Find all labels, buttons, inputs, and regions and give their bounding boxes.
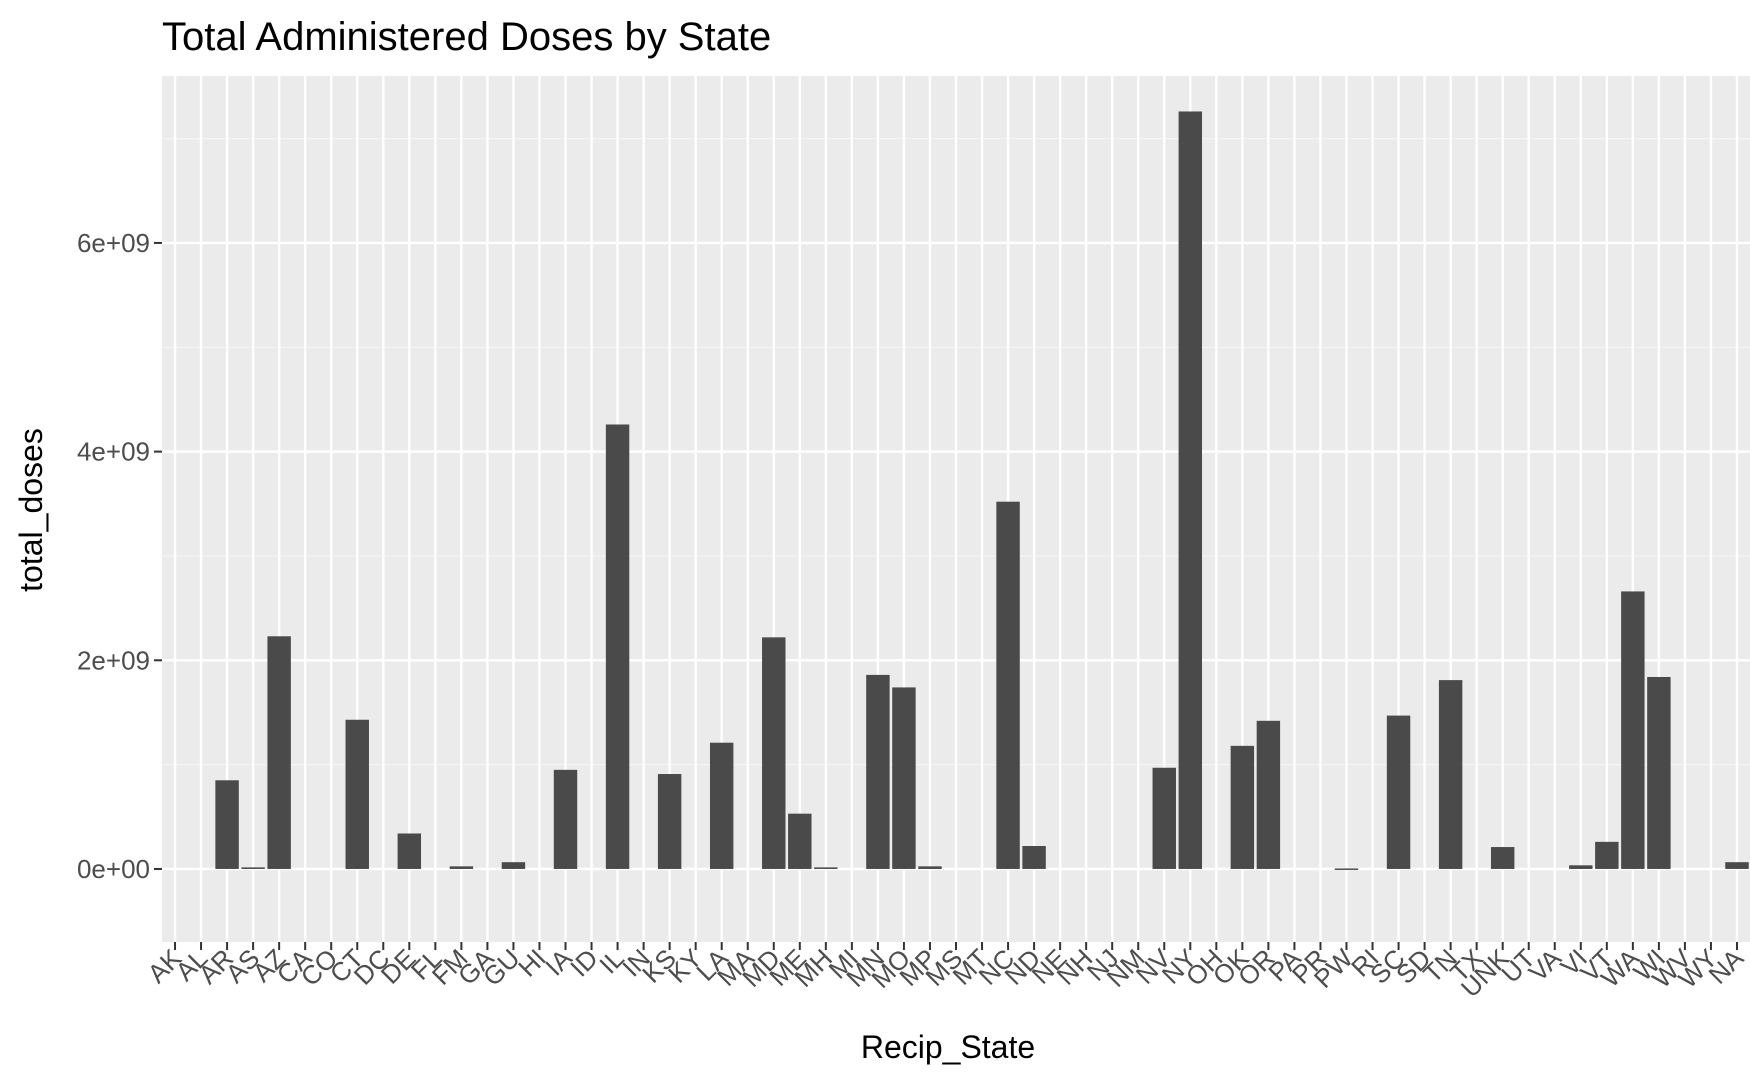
- bar-il: [605, 424, 630, 869]
- bar-me: [788, 813, 812, 869]
- bar-ia: [553, 769, 578, 869]
- bar-or: [1256, 720, 1281, 869]
- bars: [215, 111, 1749, 870]
- chart-title: Total Administered Doses by State: [162, 15, 771, 59]
- bar-md: [762, 637, 786, 869]
- bar-de: [397, 833, 422, 869]
- y-tick-label: 2e+09: [77, 645, 150, 675]
- bar-na: [1725, 862, 1749, 869]
- bar-fm: [449, 866, 474, 869]
- bar-vt: [1595, 841, 1619, 869]
- bar-ar: [215, 780, 239, 869]
- y-tick-label: 4e+09: [77, 437, 150, 467]
- bar-as: [241, 867, 265, 869]
- bar-pw: [1334, 868, 1359, 870]
- bar-nd: [1022, 846, 1046, 869]
- bar-ok: [1230, 745, 1255, 869]
- y-axis-title: total_doses: [13, 428, 49, 592]
- bar-ks: [657, 774, 682, 869]
- bar-unk: [1490, 847, 1515, 869]
- bar-wi: [1647, 676, 1671, 869]
- y-axis: 0e+00 2e+09 4e+09 6e+09: [77, 228, 162, 884]
- bar-ct: [345, 719, 369, 869]
- bar-mo: [892, 687, 916, 869]
- bar-la: [709, 742, 734, 869]
- bar-tn: [1438, 680, 1463, 869]
- bar-az: [267, 636, 291, 869]
- bar-ny: [1178, 111, 1203, 869]
- bar-gu: [501, 862, 526, 869]
- bar-nc: [996, 501, 1020, 869]
- x-axis-title: Recip_State: [861, 1029, 1035, 1065]
- x-tick-label: NA: [1702, 943, 1749, 990]
- y-tick-label: 6e+09: [77, 228, 150, 258]
- bar-mh: [814, 867, 838, 869]
- bar-nv: [1152, 767, 1176, 869]
- bar-vi: [1569, 865, 1593, 869]
- bar-mp: [918, 866, 942, 869]
- bar-sc: [1386, 715, 1411, 869]
- y-tick-label: 0e+00: [77, 854, 150, 884]
- x-axis: AKALARASAZCACOCTDCDEFLFMGAGUHIIAIDILINKS…: [142, 942, 1750, 1003]
- bar-mn: [866, 674, 890, 869]
- bar-wa: [1621, 591, 1645, 869]
